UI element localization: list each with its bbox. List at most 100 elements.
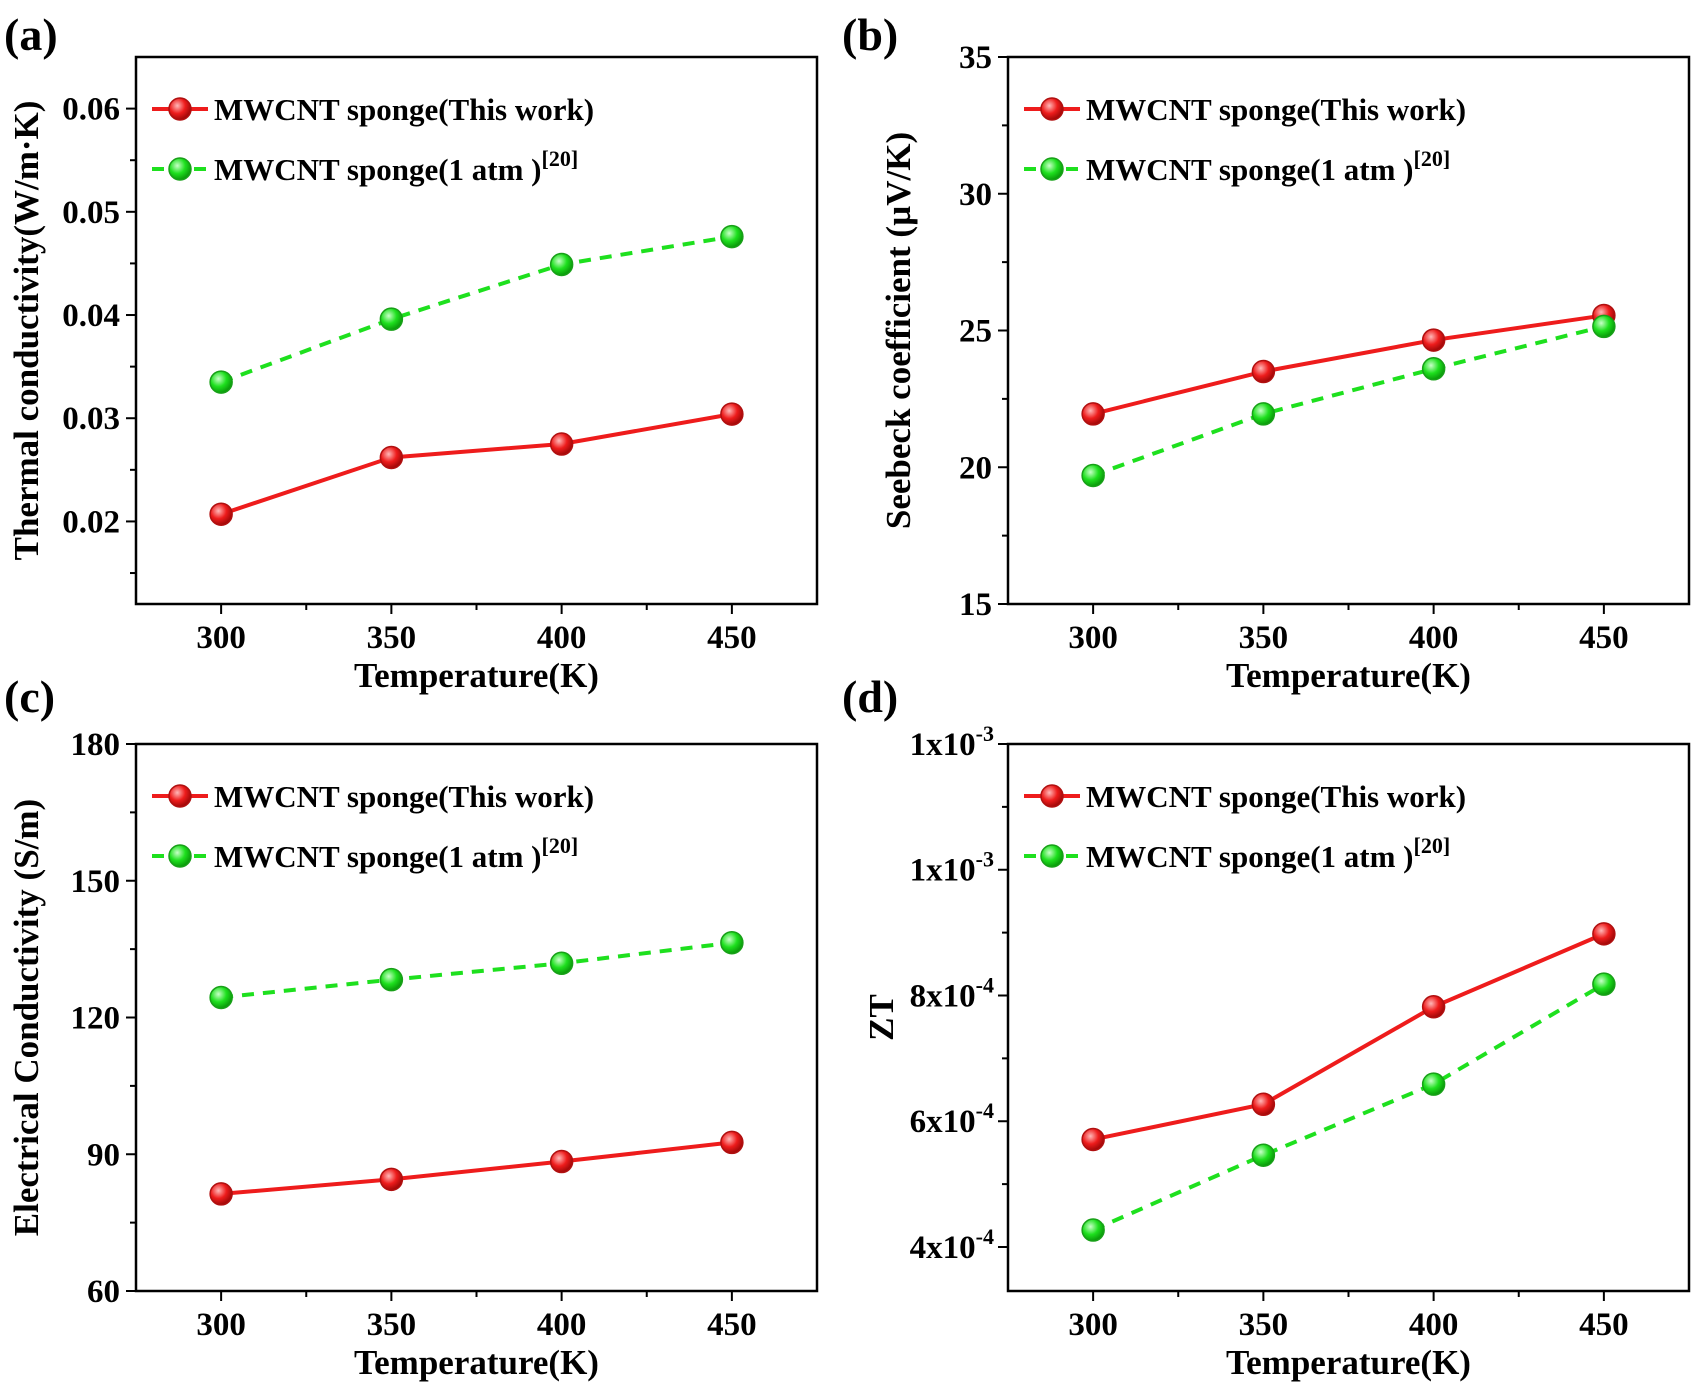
legend-label: MWCNT sponge(1 atm )[20] — [1086, 833, 1450, 874]
y-tick-label: 6x10-4 — [910, 1098, 994, 1140]
y-tick-label: 0.06 — [62, 92, 120, 128]
data-point — [1421, 995, 1446, 1019]
y-tick-label: 0.02 — [62, 504, 120, 540]
x-tick-label: 300 — [1068, 620, 1118, 656]
chart-panel-b: (b) 300 350 400 450 15 20 25 30 35 Temperature(K) S… — [842, 9, 1691, 695]
data-point — [209, 502, 233, 526]
y-tick-label: 150 — [71, 864, 121, 900]
legend-name: MWCNT sponge(1 atm ) — [214, 152, 542, 187]
data-point — [720, 1130, 744, 1155]
data-point — [209, 1182, 233, 1206]
x-tick-label: 300 — [1068, 1307, 1118, 1343]
data-point — [1592, 972, 1616, 996]
y-tick-label: 60 — [87, 1274, 120, 1310]
x-tick-label: 400 — [1409, 1307, 1459, 1343]
x-tick-label: 400 — [1409, 620, 1459, 656]
legend-label: MWCNT sponge(1 atm )[20] — [214, 146, 578, 187]
data-point — [1081, 1127, 1105, 1152]
legend-name: MWCNT sponge(1 atm ) — [1086, 152, 1414, 187]
data-point — [1421, 328, 1446, 352]
x-tick-label: 400 — [537, 620, 587, 656]
data-point — [1592, 922, 1616, 946]
y-tick-label: 20 — [959, 450, 992, 486]
y-tick-label: 15 — [959, 587, 992, 623]
y-tick-exponent: -4 — [976, 1224, 994, 1249]
data-point — [379, 307, 404, 331]
y-tick-label: 180 — [71, 727, 121, 763]
legend-marker — [1040, 784, 1064, 808]
y-tick-label: 25 — [959, 314, 992, 350]
data-point — [1421, 1072, 1446, 1096]
legend-marker — [1040, 844, 1064, 868]
legend-marker — [1040, 157, 1064, 181]
y-tick-label: 30 — [959, 177, 992, 213]
chart-panel-c: (c) 300 350 400 450 60 90 120 150 180 Temperature(… — [4, 671, 819, 1382]
y-axis-label: ZT — [862, 994, 901, 1041]
data-point — [1251, 402, 1276, 426]
legend-superscript: [20] — [542, 146, 579, 171]
legend-label: MWCNT sponge(This work) — [1086, 92, 1466, 127]
data-point — [1251, 359, 1276, 384]
data-point — [379, 1167, 404, 1192]
legend-name: MWCNT sponge(1 atm ) — [214, 839, 542, 874]
series-line-1-atm — [220, 234, 733, 384]
series-line-this-work — [220, 412, 733, 517]
x-tick-label: 300 — [196, 620, 246, 656]
x-tick-label: 450 — [707, 620, 757, 656]
data-point — [720, 930, 744, 955]
x-tick-label: 300 — [196, 1307, 246, 1343]
panel-label: (b) — [842, 9, 898, 60]
legend-label: MWCNT sponge(This work) — [214, 92, 594, 127]
y-tick-mantissa: 1x10 — [910, 853, 976, 889]
legend-marker — [168, 784, 192, 808]
x-tick-label: 350 — [367, 1307, 417, 1343]
series-line-this-work — [220, 1140, 733, 1196]
y-tick-exponent: -4 — [976, 972, 994, 997]
plot-frame — [1006, 742, 1691, 1293]
legend-marker — [168, 844, 192, 868]
data-point — [720, 402, 744, 426]
data-point — [1592, 314, 1616, 339]
data-point — [379, 445, 404, 470]
x-tick-label: 350 — [1239, 1307, 1289, 1343]
data-point — [379, 967, 404, 992]
legend-name: MWCNT sponge(This work) — [214, 92, 594, 127]
data-point — [549, 1149, 574, 1174]
x-tick-label: 350 — [367, 620, 417, 656]
x-tick-label: 400 — [537, 1307, 587, 1343]
data-point — [549, 951, 574, 976]
plot-frame — [134, 55, 819, 606]
legend-name: MWCNT sponge(This work) — [214, 779, 594, 814]
panel-label: (a) — [4, 9, 58, 60]
series-line-1-atm — [1092, 982, 1605, 1232]
y-axis-label: Electrical Conductivity (S/m) — [7, 799, 46, 1236]
legend-label: MWCNT sponge(1 atm )[20] — [214, 833, 578, 874]
legend-name: MWCNT sponge(1 atm ) — [1086, 839, 1414, 874]
panel-label: (c) — [4, 671, 55, 722]
x-axis-label: Temperature(K) — [1226, 656, 1471, 695]
y-tick-label: 120 — [71, 1001, 121, 1037]
x-tick-label: 450 — [1579, 1307, 1629, 1343]
legend-label: MWCNT sponge(This work) — [214, 779, 594, 814]
data-point — [209, 985, 233, 1010]
data-point — [1421, 357, 1446, 381]
data-point — [549, 252, 574, 277]
plot-frame — [134, 742, 819, 1293]
x-tick-label: 450 — [707, 1307, 757, 1343]
x-axis-label: Temperature(K) — [354, 656, 599, 695]
y-tick-exponent: -3 — [976, 721, 994, 746]
series-line-1-atm — [1092, 324, 1605, 478]
y-tick-mantissa: 4x10 — [910, 1230, 976, 1266]
series-line-1-atm — [220, 940, 733, 1000]
y-tick-label: 0.05 — [62, 195, 120, 231]
data-point — [209, 370, 233, 394]
data-point — [720, 224, 744, 249]
legend-superscript: [20] — [1414, 833, 1451, 858]
legend-superscript: [20] — [1414, 146, 1451, 171]
x-tick-label: 350 — [1239, 620, 1289, 656]
legend-marker — [1040, 97, 1064, 121]
y-tick-label: 0.04 — [62, 298, 120, 334]
legend-marker — [168, 157, 192, 181]
legend-label: MWCNT sponge(1 atm )[20] — [1086, 146, 1450, 187]
